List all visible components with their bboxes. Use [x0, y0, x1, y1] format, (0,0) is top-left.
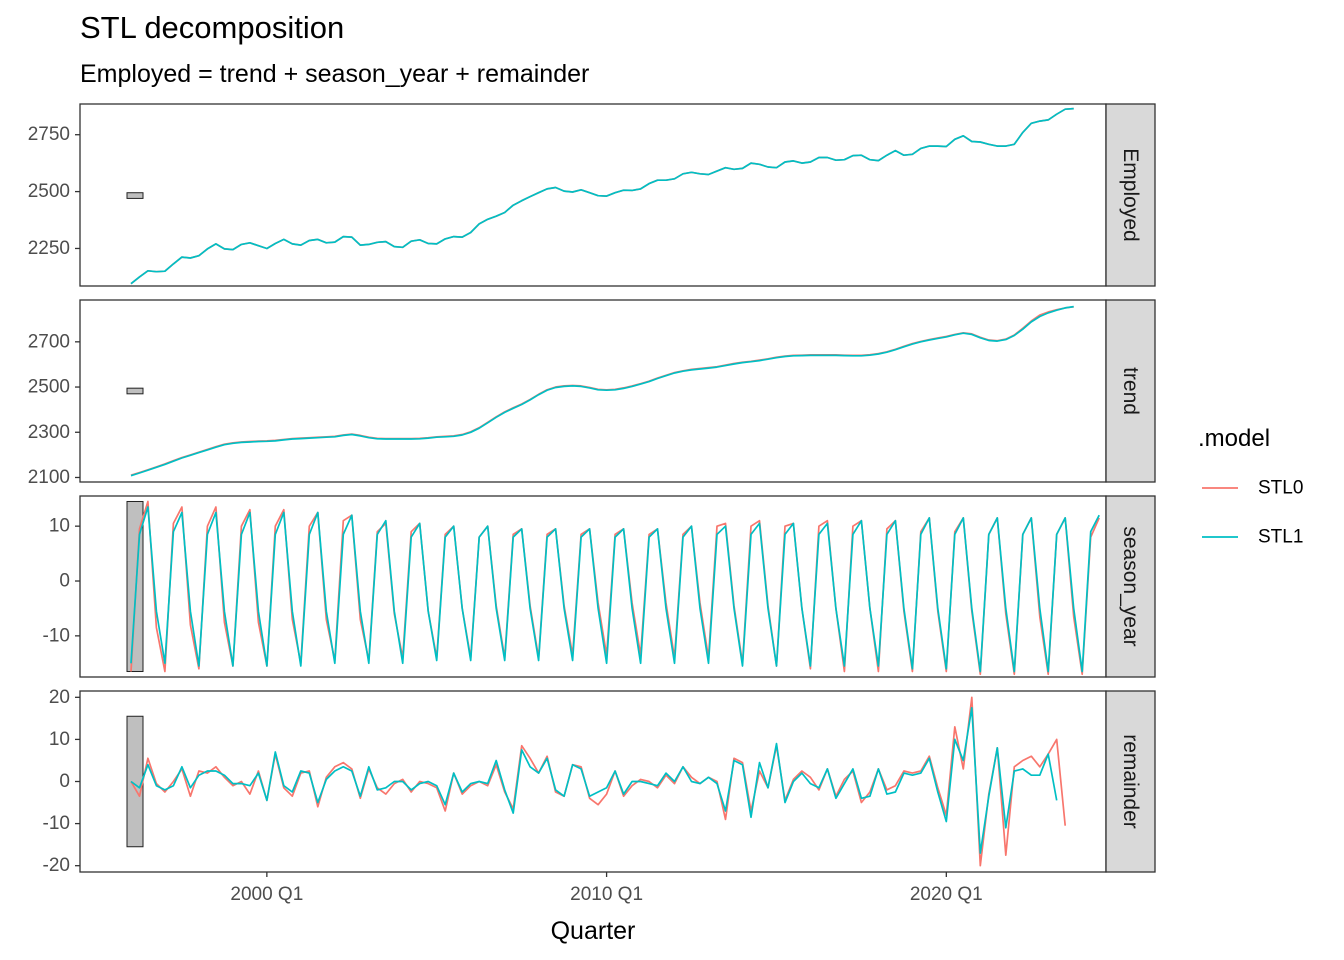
- y-tick-label: 2500: [28, 377, 70, 398]
- y-tick-label: 2100: [28, 467, 70, 488]
- scale-bar: [126, 387, 144, 395]
- legend-label: STL1: [1258, 527, 1303, 548]
- strip-background: [1105, 103, 1156, 287]
- strip-label: Employed: [1119, 148, 1142, 241]
- y-tick-label: 2500: [28, 181, 70, 202]
- scale-bar: [126, 715, 144, 848]
- strip-background: [1105, 299, 1156, 483]
- y-tick-label: 0: [59, 771, 70, 792]
- panels-layer: Employed 2250 2500 2750 trend 2100 2300 2500 270…: [28, 103, 1156, 876]
- y-tick-label: 20: [49, 687, 70, 708]
- panel-trend: trend 2100 2300 2500 2700: [28, 299, 1156, 488]
- scale-bar: [126, 192, 144, 199]
- legend-entry-STL1: STL1: [1202, 527, 1303, 548]
- strip-label: trend: [1119, 367, 1142, 415]
- legend-entries: STL0 STL1: [1202, 478, 1303, 548]
- y-tick-label: -20: [43, 855, 70, 876]
- x-tick-label: 2000 Q1: [230, 884, 303, 905]
- panel-frame: [79, 690, 1107, 873]
- series-line-STL1: [130, 706, 1058, 854]
- series-line-STL0: [130, 696, 1067, 867]
- y-tick-label: 2750: [28, 124, 70, 145]
- y-tick-label: 2300: [28, 422, 70, 443]
- panel-frame: [79, 103, 1107, 287]
- y-tick-label: -10: [43, 813, 70, 834]
- panel-Employed: Employed 2250 2500 2750: [28, 103, 1156, 287]
- x-tick-label: 2020 Q1: [910, 884, 983, 905]
- legend-label: STL0: [1258, 478, 1303, 499]
- series-line-STL1: [130, 107, 1074, 285]
- y-tick-label: 0: [59, 571, 70, 592]
- strip-label: season_year: [1119, 526, 1142, 646]
- panel-frame: [79, 299, 1107, 483]
- y-tick-label: 10: [49, 729, 70, 750]
- legend-entry-STL0: STL0: [1202, 478, 1303, 499]
- series-line-STL1: [130, 305, 1074, 477]
- series-line-STL1: [130, 506, 1100, 673]
- strip-label: remainder: [1119, 734, 1142, 829]
- chart-title: STL decomposition: [80, 10, 345, 45]
- y-tick-label: 2700: [28, 331, 70, 352]
- y-tick-label: -10: [43, 625, 70, 646]
- legend: .model STL0 STL1: [1198, 425, 1303, 548]
- legend-title: .model: [1198, 425, 1270, 452]
- x-tick-label: 2010 Q1: [570, 884, 643, 905]
- strip-background: [1105, 690, 1156, 873]
- panel-remainder: remainder -20 -10 0 10 20: [43, 687, 1156, 876]
- x-axis-label: Quarter: [551, 917, 636, 945]
- x-axis: 2000 Q1 2010 Q1 2020 Q1: [230, 872, 983, 905]
- strip-background: [1105, 495, 1156, 678]
- y-tick-label: 10: [49, 516, 70, 537]
- chart-subtitle: Employed = trend + season_year + remaind…: [80, 60, 590, 88]
- panel-season_year: season_year -10 0 10: [43, 495, 1156, 678]
- y-tick-label: 2250: [28, 238, 70, 259]
